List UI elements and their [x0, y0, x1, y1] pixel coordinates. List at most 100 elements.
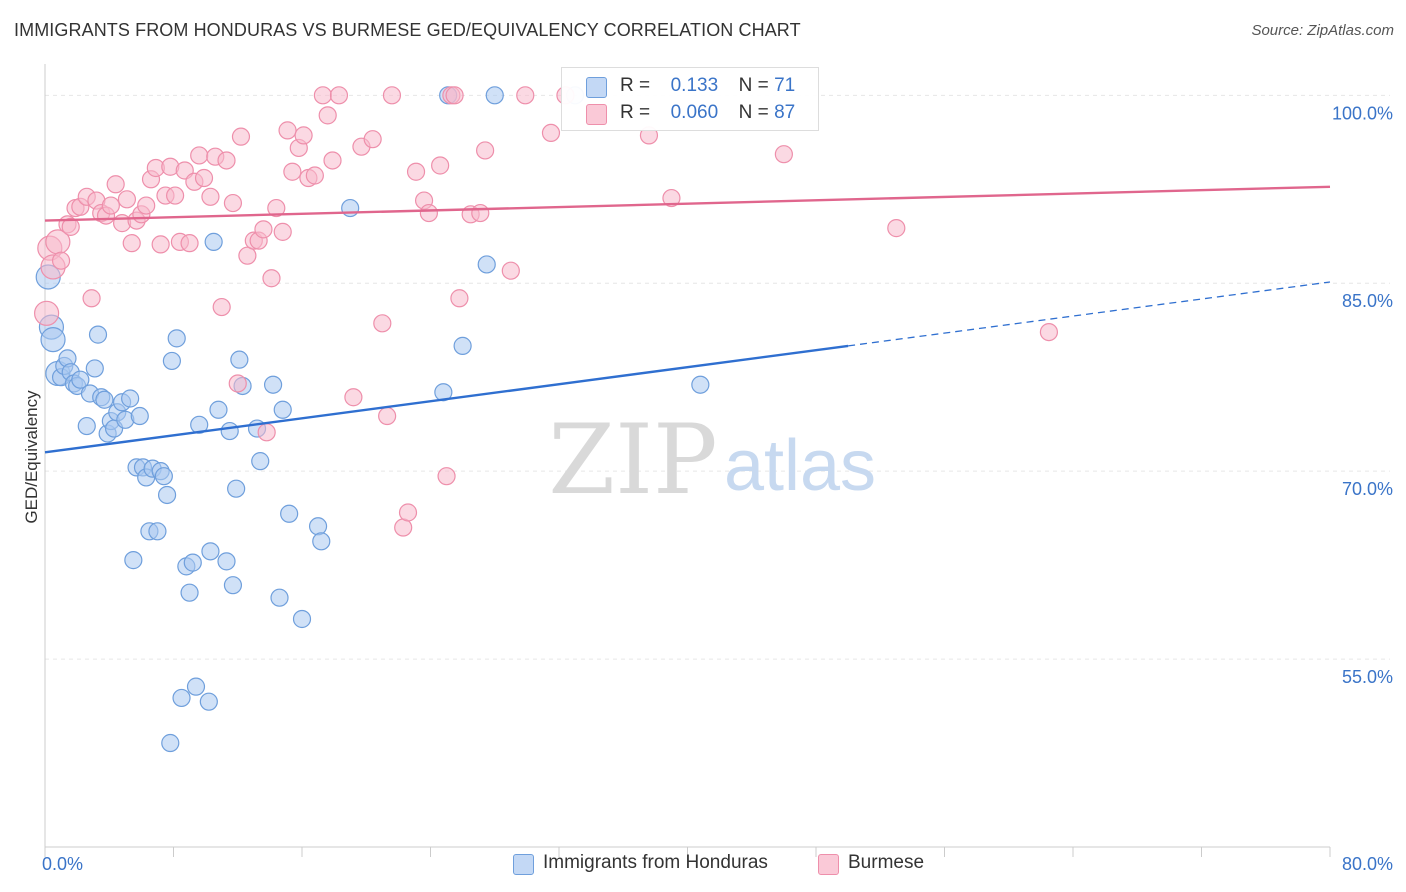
- burmese-point: [101, 196, 120, 215]
- burmese-point: [151, 235, 170, 254]
- n-value-honduras: 71: [774, 75, 796, 96]
- honduras-point: [161, 733, 180, 753]
- burmese-point: [313, 86, 332, 105]
- burmese-point: [437, 467, 456, 486]
- burmese-point: [257, 423, 276, 442]
- watermark-zip: ZIP: [548, 404, 717, 516]
- y-tick-label: 100.0%: [1332, 103, 1393, 123]
- y-tick-label: 85.0%: [1342, 291, 1393, 311]
- honduras-point: [40, 327, 66, 353]
- burmese-point: [190, 146, 209, 165]
- legend-label-burmese: Burmese: [848, 852, 925, 873]
- burmese-point: [323, 151, 342, 170]
- burmese-point: [501, 261, 520, 280]
- burmese-point: [431, 156, 450, 175]
- burmese-point: [1039, 322, 1059, 342]
- honduras-point: [220, 421, 239, 441]
- burmese-point: [262, 269, 281, 288]
- r-value-honduras: 0.133: [670, 75, 719, 96]
- honduras-point: [453, 336, 472, 355]
- burmese-point: [194, 168, 214, 188]
- honduras-point: [292, 609, 312, 629]
- y-tick-label: 70.0%: [1342, 479, 1393, 499]
- burmese-point: [394, 518, 413, 537]
- honduras-point: [230, 350, 249, 369]
- honduras-swatch: [586, 77, 607, 98]
- honduras-point: [180, 583, 199, 602]
- axes: [44, 64, 1331, 857]
- honduras-point: [227, 479, 246, 498]
- trend-lines: [44, 185, 1331, 454]
- honduras-point: [121, 389, 140, 408]
- burmese-point: [329, 86, 349, 105]
- burmese-point: [34, 300, 60, 326]
- honduras-point: [148, 522, 167, 541]
- r-value-burmese: 0.060: [670, 102, 719, 123]
- grid: [45, 94, 1390, 660]
- honduras-point: [308, 517, 328, 536]
- legend-label-honduras: Immigrants from Honduras: [543, 852, 768, 873]
- burmese-point: [122, 234, 141, 253]
- burmese-point: [516, 86, 535, 105]
- burmese-point: [137, 196, 156, 215]
- r-label: R =: [620, 75, 651, 96]
- burmese-point: [283, 162, 302, 181]
- honduras-point: [157, 485, 177, 505]
- y-tick-label: 55.0%: [1342, 667, 1393, 687]
- honduras-point: [85, 359, 104, 378]
- burmese-point: [106, 175, 125, 194]
- x-tick-label: 0.0%: [42, 854, 83, 874]
- burmese-trend-line: [44, 185, 1331, 222]
- burmese-point: [238, 246, 257, 265]
- burmese-point: [406, 162, 426, 181]
- burmese-point: [231, 127, 251, 146]
- burmese-point: [61, 217, 80, 236]
- burmese-legend-swatch: [818, 854, 839, 875]
- burmese-point: [662, 188, 681, 208]
- burmese-point: [450, 289, 469, 308]
- burmese-point: [278, 121, 297, 140]
- honduras-point: [88, 325, 108, 344]
- honduras-point: [95, 390, 114, 409]
- honduras-point: [201, 542, 220, 561]
- honduras-point: [691, 375, 710, 394]
- honduras-legend-swatch: [513, 854, 534, 875]
- y-axis-label: GED/Equivalency: [22, 390, 41, 524]
- burmese-point: [305, 166, 324, 185]
- burmese-point: [445, 86, 464, 105]
- honduras-point: [341, 198, 360, 218]
- honduras-point: [172, 688, 191, 708]
- tick-labels: 100.0% 85.0% 70.0% 55.0% 0.0% 80.0%: [42, 103, 1393, 874]
- honduras-point: [209, 400, 228, 419]
- burmese-point: [82, 289, 101, 308]
- burmese-point: [228, 374, 247, 393]
- n-label: N =: [738, 102, 769, 123]
- burmese-point: [774, 145, 793, 164]
- watermark: ZIP atlas: [548, 404, 876, 516]
- burmese-point: [887, 219, 906, 238]
- honduras-trend-extension: [848, 281, 1331, 347]
- honduras-point: [190, 415, 209, 434]
- honduras-trend-line: [44, 344, 849, 454]
- burmese-point: [476, 141, 495, 160]
- burmese-point: [201, 187, 220, 206]
- source-label: Source: ZipAtlas.com: [1251, 22, 1394, 39]
- burmese-point: [419, 203, 438, 223]
- burmese-point: [344, 388, 363, 407]
- burmese-swatch: [586, 104, 607, 125]
- honduras-point: [270, 588, 289, 607]
- honduras-point: [186, 677, 206, 696]
- honduras-point: [183, 553, 202, 572]
- burmese-point: [212, 297, 231, 317]
- correlation-legend: R = 0.133 N = 71 R = 0.060 N = 87: [561, 67, 819, 131]
- honduras-point: [71, 370, 90, 389]
- burmese-point: [51, 251, 71, 270]
- x-tick-label: 80.0%: [1342, 854, 1393, 874]
- honduras-point: [130, 406, 149, 426]
- honduras-point: [204, 232, 223, 251]
- burmese-point: [180, 234, 199, 253]
- honduras-point: [251, 452, 270, 471]
- honduras-point: [273, 400, 292, 419]
- chart-title: IMMIGRANTS FROM HONDURAS VS BURMESE GED/…: [14, 20, 801, 40]
- honduras-point: [162, 351, 181, 371]
